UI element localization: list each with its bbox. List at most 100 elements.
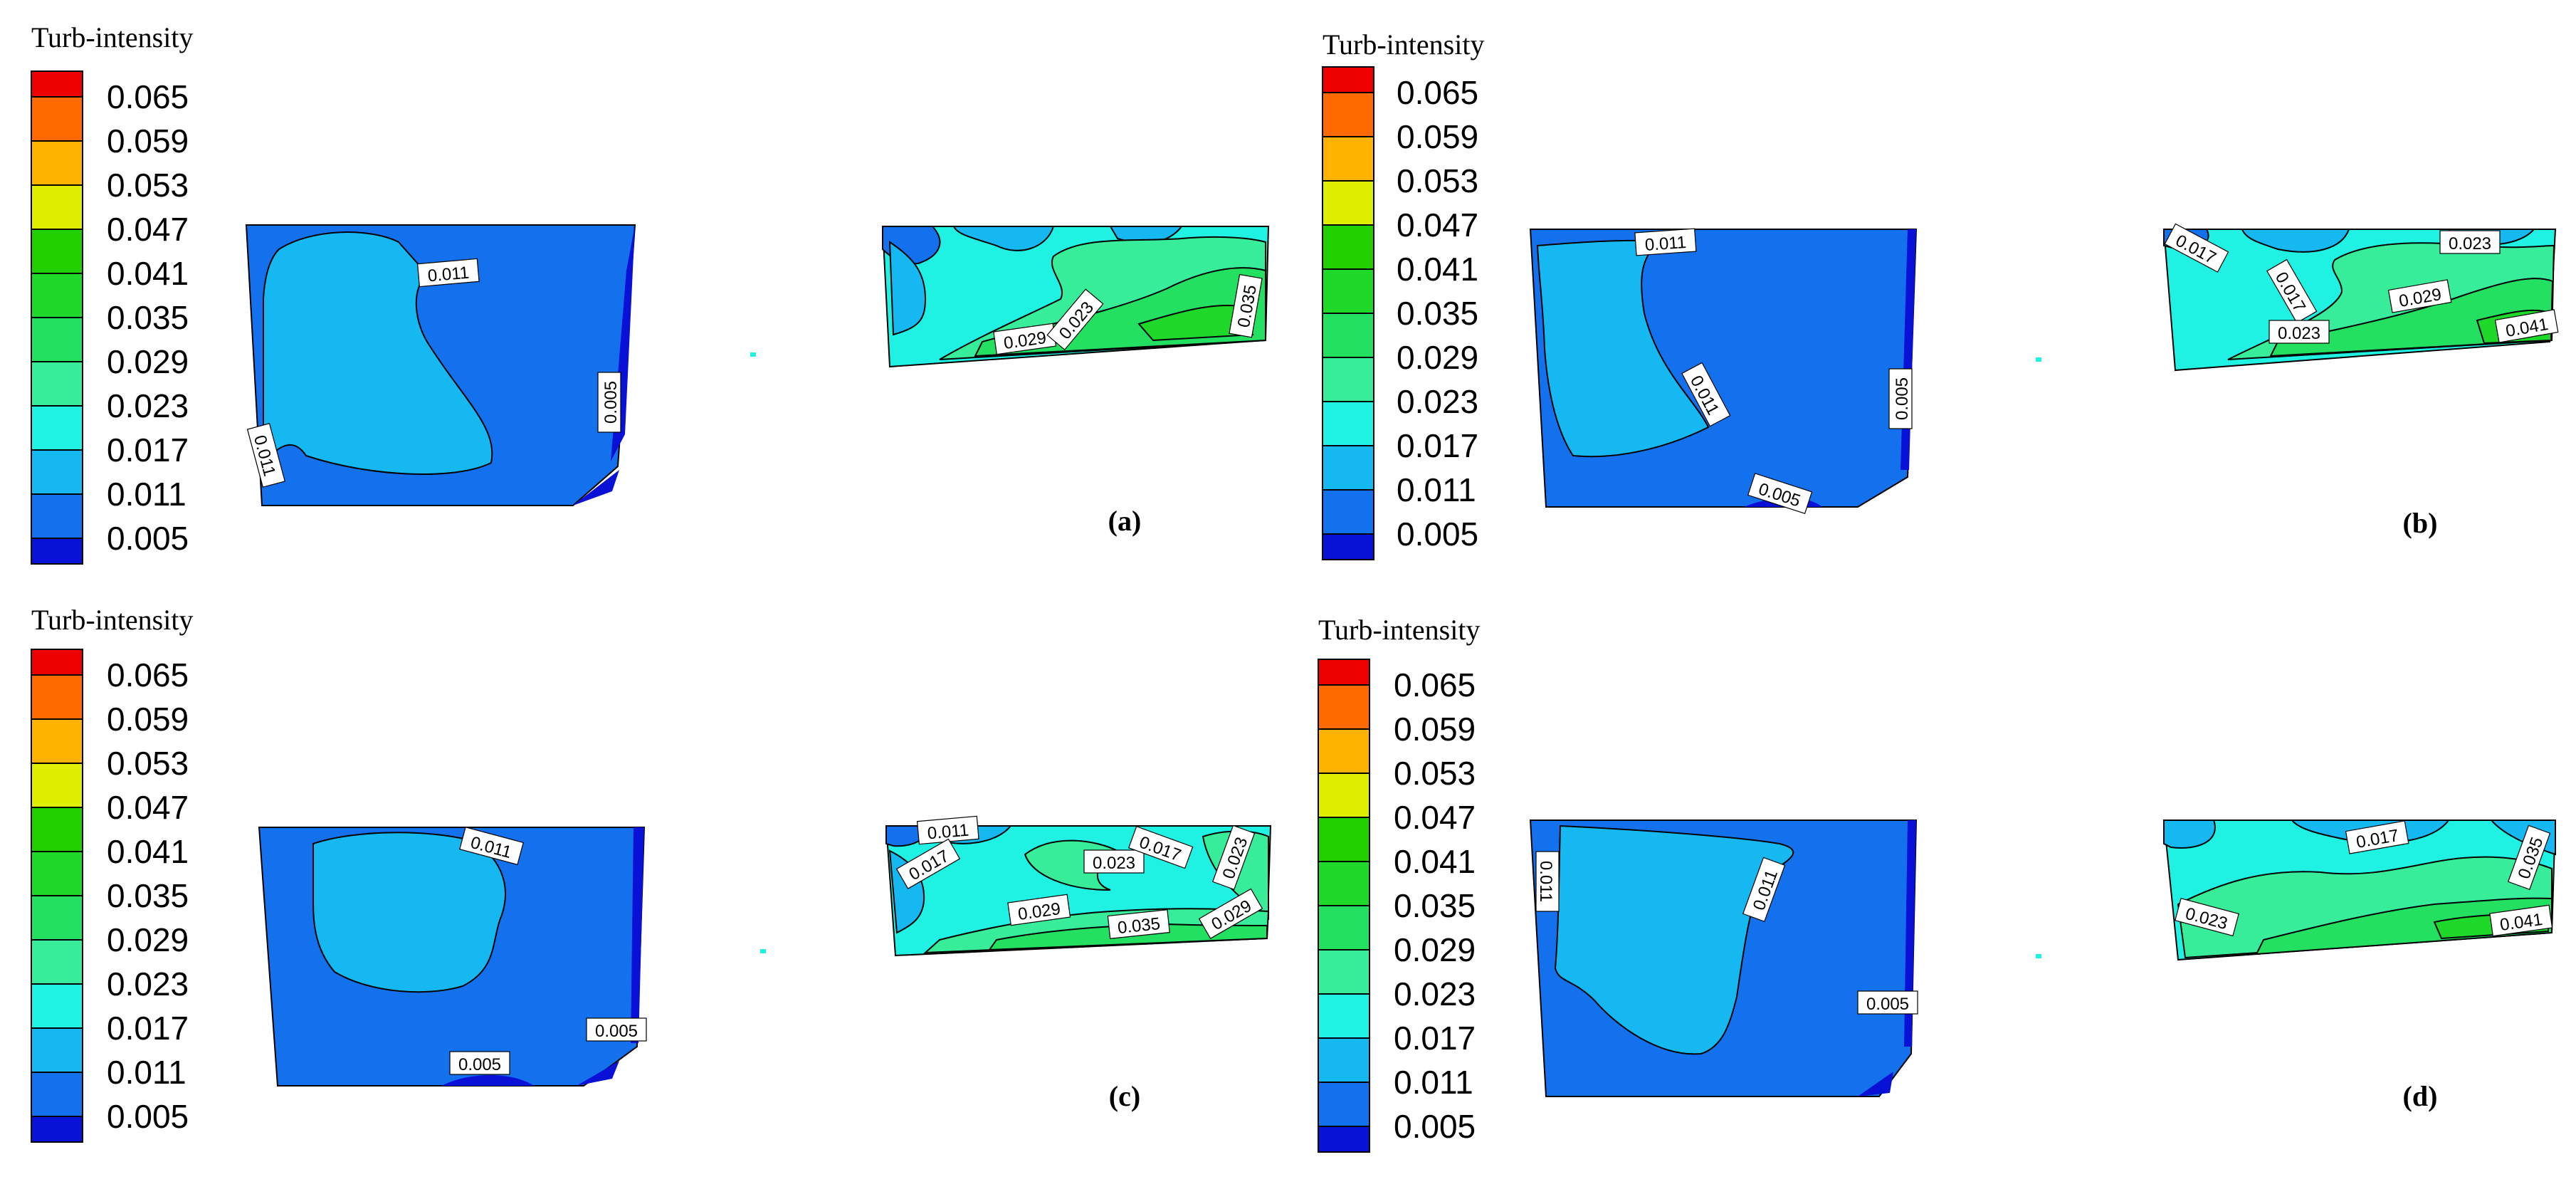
colorbar-swatch bbox=[31, 851, 83, 896]
colorbar-swatch bbox=[31, 649, 83, 676]
colorbar-tick-label: 0.023 bbox=[107, 965, 189, 1002]
colorbar-tick-label: 0.035 bbox=[1397, 295, 1478, 332]
colorbar-swatch bbox=[1322, 533, 1374, 560]
svg-text:0.023: 0.023 bbox=[2278, 324, 2320, 343]
colorbar-swatch bbox=[31, 674, 83, 720]
panel-label: (d) bbox=[2403, 1080, 2438, 1112]
colorbar-tick-label: 0.041 bbox=[1397, 251, 1478, 288]
colorbar-tick-label: 0.047 bbox=[1394, 799, 1476, 836]
left-contour-section: 0.011 0.011 0.005 0.005 bbox=[1529, 228, 1918, 515]
panel-label: (c) bbox=[1109, 1080, 1140, 1112]
colorbar-tick-label: 0.035 bbox=[1394, 887, 1476, 924]
contour-label: 0.005 bbox=[1888, 368, 1913, 429]
colorbar-tick-labels: 0.065 0.059 0.053 0.047 0.041 0.035 0.029 0.023… bbox=[1394, 666, 1476, 1145]
tiny-marker bbox=[2036, 954, 2041, 958]
colorbar-tick-label: 0.053 bbox=[1394, 755, 1476, 792]
contour-label: 0.011 bbox=[916, 815, 979, 845]
colorbar-swatch bbox=[31, 229, 83, 274]
left-contour-section: 0.011 0.011 0.005 bbox=[1529, 820, 1918, 1097]
colorbar: Turb-intensity 0.065 0.059 0.053 0.047 0.041… bbox=[1322, 28, 1484, 560]
svg-text:0.005: 0.005 bbox=[601, 381, 621, 424]
colorbar-swatch bbox=[1318, 1082, 1370, 1127]
colorbar-tick-label: 0.011 bbox=[1394, 1064, 1473, 1101]
colorbar-tick-label: 0.029 bbox=[107, 343, 189, 380]
contour-label: 0.005 bbox=[449, 1051, 510, 1075]
colorbar-swatch bbox=[1318, 1037, 1370, 1083]
panel-a: Turb-intensity 0.065 0.059 0.053 0.047 0.041… bbox=[31, 21, 1270, 565]
colorbar-swatch bbox=[1322, 66, 1374, 93]
right-contour-section: 0.029 0.023 0.035 bbox=[881, 226, 1270, 368]
colorbar-swatch bbox=[31, 361, 83, 407]
colorbar-tick-label: 0.065 bbox=[1394, 666, 1476, 703]
svg-text:0.005: 0.005 bbox=[595, 1022, 638, 1041]
colorbar-tick-label: 0.059 bbox=[107, 122, 189, 159]
left-contour-section: 0.011 0.011 0.005 bbox=[245, 224, 636, 506]
colorbar-swatch bbox=[1322, 136, 1374, 182]
edge-sliver bbox=[573, 470, 619, 506]
colorbar-swatch bbox=[31, 317, 83, 362]
colorbar-tick-label: 0.065 bbox=[107, 78, 189, 115]
colorbar-swatch bbox=[31, 70, 83, 98]
colorbar-tick-labels: 0.065 0.059 0.053 0.047 0.041 0.035 0.029 0.023… bbox=[107, 656, 189, 1135]
colorbar-swatch bbox=[31, 493, 83, 539]
svg-text:0.011: 0.011 bbox=[427, 263, 470, 286]
colorbar-tick-label: 0.029 bbox=[1397, 339, 1478, 376]
tiny-marker bbox=[2036, 357, 2041, 362]
colorbar-tick-labels: 0.065 0.059 0.053 0.047 0.041 0.035 0.029 0.023… bbox=[1397, 74, 1478, 553]
colorbar-tick-label: 0.029 bbox=[107, 921, 189, 958]
panel-d: Turb-intensity 0.065 0.059 0.053 0.047 0.041… bbox=[1318, 614, 2557, 1153]
colorbar-tick-label: 0.005 bbox=[1394, 1108, 1476, 1145]
colorbar-swatch bbox=[31, 184, 83, 230]
colorbar: Turb-intensity 0.065 0.059 0.053 0.047 0.041… bbox=[1318, 614, 1480, 1153]
right-contour-section: 0.017 0.017 0.023 0.029 0.023 0.041 bbox=[2162, 223, 2559, 372]
contour-label: 0.005 bbox=[1857, 990, 1918, 1015]
contour-label: 0.005 bbox=[586, 1017, 647, 1042]
colorbar-swatches bbox=[1322, 66, 1374, 560]
contour-label: 0.035 bbox=[1229, 273, 1263, 338]
colorbar: Turb-intensity 0.065 0.059 0.053 0.047 0.041… bbox=[31, 604, 193, 1143]
colorbar-swatches bbox=[31, 70, 83, 565]
colorbar-tick-label: 0.011 bbox=[1397, 471, 1476, 508]
svg-text:0.023: 0.023 bbox=[2449, 234, 2491, 253]
colorbar-tick-label: 0.047 bbox=[1397, 206, 1478, 244]
colorbar-swatches bbox=[1318, 659, 1370, 1153]
contour-label: 0.023 bbox=[2439, 230, 2501, 254]
colorbar-swatch bbox=[31, 983, 83, 1029]
colorbar-tick-label: 0.035 bbox=[107, 877, 189, 914]
svg-text:0.005: 0.005 bbox=[1866, 995, 1909, 1014]
colorbar-tick-label: 0.023 bbox=[1394, 975, 1476, 1012]
colorbar-tick-label: 0.017 bbox=[1394, 1020, 1476, 1057]
colorbar-swatch bbox=[1322, 357, 1374, 402]
colorbar-swatch bbox=[31, 807, 83, 852]
colorbar-tick-label: 0.047 bbox=[107, 211, 189, 248]
colorbar-swatch bbox=[31, 1072, 83, 1117]
svg-text:0.035: 0.035 bbox=[1117, 914, 1162, 938]
colorbar-swatch bbox=[1318, 949, 1370, 995]
colorbar: Turb-intensity 0.065 0.059 0.053 0.047 0.041… bbox=[31, 21, 193, 565]
colorbar-title: Turb-intensity bbox=[31, 21, 193, 53]
panel-c: Turb-intensity 0.065 0.059 0.053 0.047 0.041… bbox=[31, 604, 1272, 1143]
panel-label: (a) bbox=[1108, 505, 1142, 537]
colorbar-tick-label: 0.023 bbox=[107, 387, 189, 424]
colorbar-swatch bbox=[1318, 728, 1370, 774]
colorbar-tick-label: 0.053 bbox=[107, 167, 189, 204]
colorbar-swatch bbox=[31, 939, 83, 985]
colorbar-swatch bbox=[1318, 993, 1370, 1039]
tiny-marker bbox=[760, 949, 766, 953]
colorbar-swatch bbox=[31, 1027, 83, 1073]
colorbar-swatch bbox=[31, 140, 83, 186]
colorbar-tick-label: 0.017 bbox=[107, 1010, 189, 1047]
colorbar-tick-label: 0.005 bbox=[107, 520, 189, 557]
colorbar-swatch bbox=[1318, 684, 1370, 730]
colorbar-tick-label: 0.005 bbox=[107, 1098, 189, 1135]
colorbar-tick-label: 0.065 bbox=[107, 656, 189, 693]
colorbar-swatch bbox=[31, 763, 83, 808]
colorbar-tick-label: 0.035 bbox=[107, 299, 189, 336]
colorbar-swatch bbox=[31, 96, 83, 142]
colorbar-tick-label: 0.053 bbox=[1397, 162, 1478, 199]
contour-label: 0.023 bbox=[1083, 849, 1145, 874]
colorbar-title: Turb-intensity bbox=[31, 604, 193, 636]
colorbar-tick-label: 0.005 bbox=[1397, 515, 1478, 553]
colorbar-tick-label: 0.041 bbox=[1394, 843, 1476, 880]
colorbar-swatch bbox=[1322, 224, 1374, 270]
